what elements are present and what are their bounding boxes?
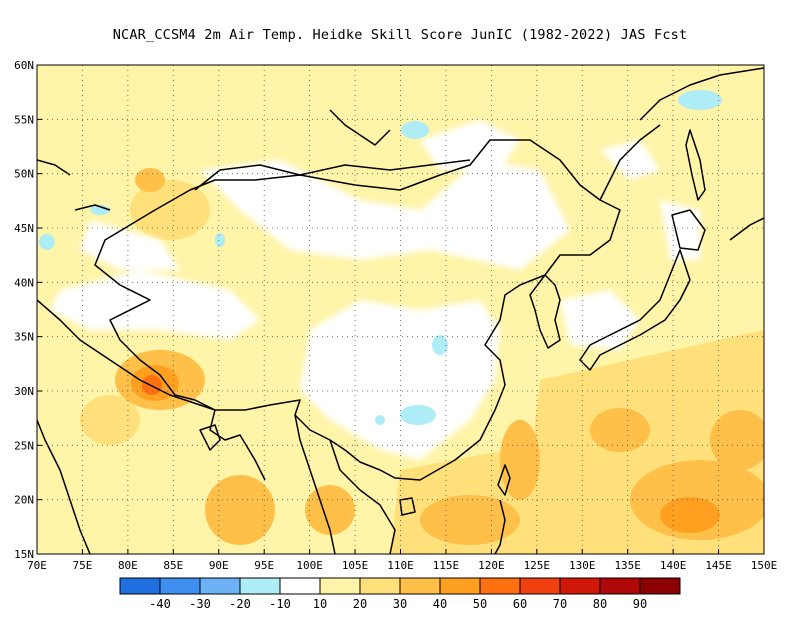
china-white-area xyxy=(300,300,500,460)
lon-tick-label: 130E xyxy=(569,559,596,572)
neg-spot xyxy=(215,233,225,247)
colorbar-label: -10 xyxy=(269,597,291,611)
colorbar-label: 40 xyxy=(433,597,447,611)
colorbar-label: 70 xyxy=(553,597,567,611)
skill-field xyxy=(37,65,764,554)
lon-tick-label: 85E xyxy=(163,559,183,572)
colorbar-label: -40 xyxy=(149,597,171,611)
lon-tick-label: 145E xyxy=(705,559,732,572)
colorbar-swatch xyxy=(559,577,601,595)
lon-tick-label: 100E xyxy=(296,559,323,572)
colorbar-swatch xyxy=(359,577,401,595)
lat-tick-label: 45N xyxy=(14,222,34,235)
central-asia-white-area xyxy=(50,270,260,340)
lat-tick-label: 35N xyxy=(14,331,34,344)
colorbar-label: 80 xyxy=(593,597,607,611)
colorbar-label: 60 xyxy=(513,597,527,611)
lon-tick-label: 105E xyxy=(342,559,369,572)
colorbar-swatch xyxy=(639,577,681,595)
neg-spot xyxy=(678,90,722,110)
colorbar-label: 10 xyxy=(313,597,327,611)
gridlines xyxy=(37,65,764,554)
neg-spot xyxy=(90,205,110,215)
lat-tick-label: 55N xyxy=(14,113,34,126)
neg-spot xyxy=(432,335,448,355)
lon-tick-label: 110E xyxy=(387,559,414,572)
lon-tick-label: 95E xyxy=(254,559,274,572)
colorbar-swatch xyxy=(119,577,161,595)
colorbar-swatch xyxy=(239,577,281,595)
lat-tick-label: 25N xyxy=(14,439,34,452)
lon-tick-label: 150E xyxy=(751,559,778,572)
colorbar-label: 90 xyxy=(633,597,647,611)
lon-tick-label: 70E xyxy=(27,559,47,572)
colorbar-label: 30 xyxy=(393,597,407,611)
colorbar-swatch xyxy=(599,577,641,595)
lon-tick-label: 75E xyxy=(73,559,93,572)
colorbar-label: -20 xyxy=(229,597,251,611)
neg-spot xyxy=(400,405,436,425)
mongolia-white-area xyxy=(200,160,570,270)
colorbar-swatch xyxy=(399,577,441,595)
neg-spot xyxy=(401,121,429,139)
colorbar-swatch xyxy=(279,577,321,595)
colorbar-swatch xyxy=(159,577,201,595)
lon-tick-label: 115E xyxy=(433,559,460,572)
colorbar-label: 20 xyxy=(353,597,367,611)
lon-tick-label: 80E xyxy=(118,559,138,572)
lat-tick-label: 15N xyxy=(14,548,34,561)
lon-tick-label: 135E xyxy=(614,559,641,572)
colorbar-swatch xyxy=(519,577,561,595)
lat-tick-label: 40N xyxy=(14,276,34,289)
colorbar-label: -30 xyxy=(189,597,211,611)
lon-axis: 70E 75E 80E 85E 90E 95E 100E 105E 110E 115E 120E 12… xyxy=(27,549,777,572)
coastlines xyxy=(37,67,764,554)
colorbar-label: 50 xyxy=(473,597,487,611)
lon-tick-label: 125E xyxy=(524,559,551,572)
lon-tick-label: 90E xyxy=(209,559,229,572)
neg-spot xyxy=(375,415,385,425)
colorbar-swatch xyxy=(439,577,481,595)
colorbar-swatch xyxy=(479,577,521,595)
lat-tick-label: 20N xyxy=(14,494,34,507)
lat-tick-label: 50N xyxy=(14,168,34,181)
chart-title: NCAR_CCSM4 2m Air Temp. Heidke Skill Sco… xyxy=(112,27,688,43)
colorbar-swatch xyxy=(199,577,241,595)
lat-tick-label: 60N xyxy=(14,59,34,72)
colorbar: -40 -30 -20 -10 10 20 30 40 50 60 70 80 90 xyxy=(119,577,681,611)
lat-tick-label: 30N xyxy=(14,385,34,398)
neg-spot xyxy=(39,234,55,250)
lon-tick-label: 140E xyxy=(660,559,687,572)
colorbar-swatch xyxy=(319,577,361,595)
lat-axis: 15N 20N 25N 30N 35N 40N 45N 50N 55N 60N xyxy=(14,59,42,561)
lon-tick-label: 120E xyxy=(478,559,505,572)
